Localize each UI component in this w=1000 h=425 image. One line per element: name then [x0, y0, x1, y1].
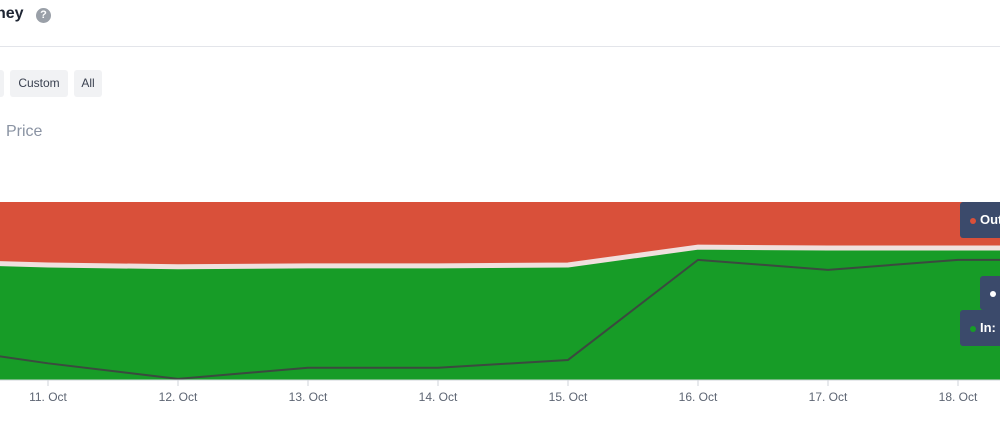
x-tick-label: 14. Oct [419, 390, 458, 404]
in-dot-icon [970, 325, 976, 332]
x-tick-label: 12. Oct [159, 390, 198, 404]
chart-title: ney [0, 5, 24, 22]
price-series-line [0, 258, 1000, 380]
x-tick-label: 15. Oct [549, 390, 588, 404]
title-bar: ney ? [0, 0, 1000, 47]
in-badge-label: In: [980, 320, 996, 335]
price-dot-icon [990, 290, 996, 297]
x-tick-label: 13. Oct [289, 390, 328, 404]
out-dot-icon [970, 217, 976, 224]
in-series-area [0, 249, 1000, 380]
x-tick-label: 18. Oct [939, 390, 978, 404]
range-button-partial[interactable] [0, 70, 4, 97]
out-badge-label: Out [980, 212, 1000, 227]
out-tooltip-badge: Out [960, 202, 1000, 238]
x-tick-label: 16. Oct [679, 390, 718, 404]
range-button-custom[interactable]: Custom [10, 70, 68, 97]
x-tick-label: 11. Oct [29, 390, 67, 404]
in-tooltip-badge: In: [960, 310, 1000, 346]
question-circle-icon[interactable]: ? [36, 8, 51, 23]
series-boundary [0, 244, 1000, 270]
range-button-all[interactable]: All [74, 70, 102, 97]
chart-subtitle: Price [6, 123, 43, 140]
price-tooltip-badge [980, 276, 1000, 310]
x-tick-label: 17. Oct [809, 390, 848, 404]
